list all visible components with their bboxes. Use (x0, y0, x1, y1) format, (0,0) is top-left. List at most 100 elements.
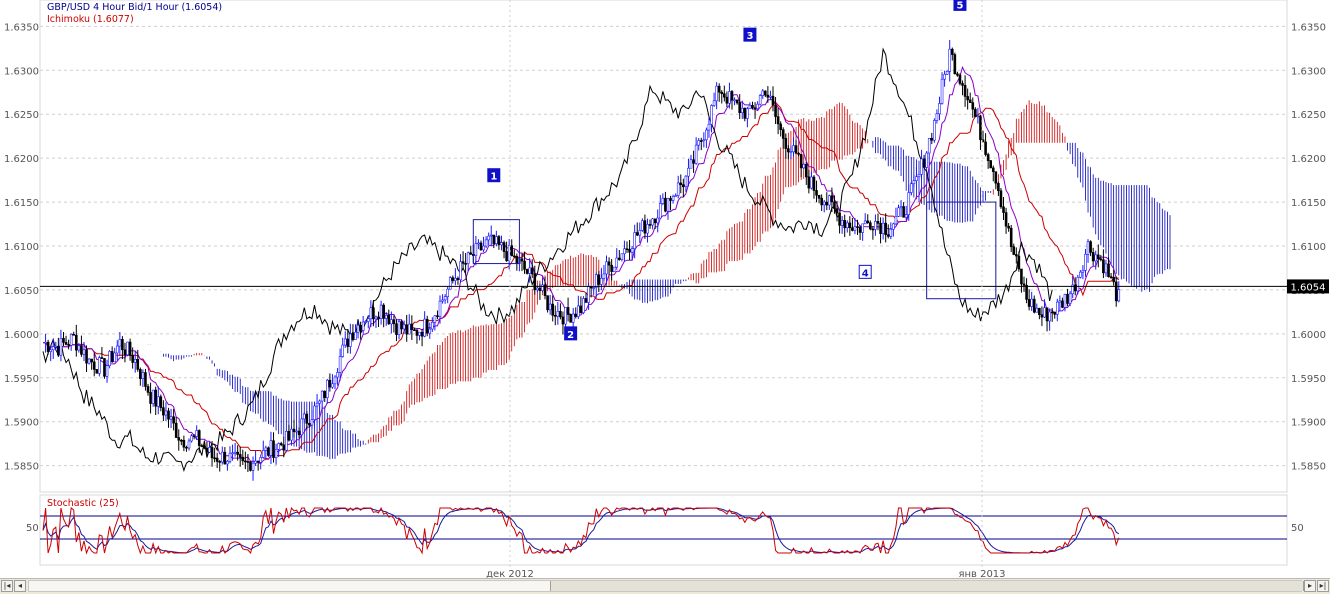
candle-body (384, 314, 388, 319)
candle-body (474, 243, 478, 256)
candle-body (425, 318, 429, 334)
candle-body (1015, 254, 1018, 257)
candle-body (574, 313, 578, 317)
candle-body (922, 158, 926, 168)
candle-body (530, 267, 534, 275)
candle-body (259, 457, 263, 463)
candle-body (561, 316, 565, 325)
candle-body (933, 120, 936, 141)
price-chart[interactable]: 1 2 3 4 5 1.6350 1.6300 1.6250 1.6200 1.6150 1.61… (0, 0, 1330, 578)
pattern-box (472, 219, 520, 265)
candle-body (51, 346, 55, 351)
candle-body (546, 295, 549, 311)
candle-body (797, 152, 800, 155)
scroll-thumb[interactable] (550, 581, 1304, 591)
candle-body (333, 376, 337, 385)
candle-body (694, 144, 698, 164)
left-tick-label: 1.5950 (4, 374, 39, 385)
candle-body (948, 48, 952, 72)
candle-body (251, 462, 255, 471)
candle-body (372, 307, 375, 320)
wave-label-box (953, 0, 967, 11)
right-tick-label: 1.6150 (1291, 198, 1326, 209)
candle-body (100, 357, 104, 359)
candle-body (392, 319, 396, 325)
price-grid (40, 25, 1287, 467)
candlesticks (44, 39, 1121, 481)
candle-body (1025, 284, 1028, 300)
candle-body (612, 266, 616, 272)
candle-body (249, 461, 252, 471)
candle-body (292, 428, 296, 433)
candle-body (489, 234, 493, 237)
candle-body (72, 333, 76, 336)
wave-label: 3 (746, 31, 753, 42)
scroll-track[interactable] (28, 580, 1304, 592)
candle-body (244, 460, 247, 463)
candle-body (761, 90, 765, 96)
candle-body (904, 214, 908, 218)
candle-body (794, 145, 798, 154)
candle-body (133, 359, 137, 363)
candle-body (781, 129, 785, 139)
scroll-right-button[interactable]: ▸ (1304, 580, 1316, 592)
candle-body (167, 410, 170, 420)
wave-label: 5 (956, 0, 963, 11)
ichimoku-label: Ichimoku (1.6077) (47, 14, 134, 25)
candle-body (751, 104, 754, 109)
candle-body (238, 454, 242, 458)
time-label-dec: дек 2012 (486, 569, 534, 578)
candle-body (740, 107, 744, 113)
candle-body (605, 261, 608, 275)
candle-body (1079, 271, 1082, 278)
left-tick-label: 1.5900 (4, 418, 39, 429)
stochastic-left-level-label: 50 (26, 523, 39, 534)
candle-body (799, 154, 803, 169)
candle-body (1017, 255, 1021, 270)
scroll-start-button[interactable]: |◂ (1, 580, 13, 592)
right-tick-label: 1.6250 (1291, 110, 1326, 121)
wave-label-box (743, 27, 757, 42)
horizontal-scrollbar[interactable]: |◂ ◂ ▸ ▸| (0, 578, 1330, 594)
candle-body (318, 400, 321, 404)
candle-body (1007, 225, 1010, 229)
left-tick-label: 1.5850 (4, 462, 39, 473)
candle-body (940, 78, 944, 104)
candle-body (538, 287, 542, 291)
candle-body (62, 337, 65, 343)
candle-body (379, 304, 383, 319)
candle-body (264, 447, 268, 451)
candle-body (331, 383, 334, 388)
wave-label-box (564, 326, 578, 341)
candle-body (1089, 241, 1092, 253)
candle-body (1117, 289, 1121, 302)
candle-body (162, 407, 165, 416)
candle-body (369, 307, 373, 320)
candle-body (869, 222, 872, 230)
scroll-left-button[interactable]: ◂ (14, 580, 26, 592)
candle-body (525, 269, 529, 274)
candle-body (820, 197, 823, 206)
candle-body (1022, 283, 1026, 286)
candle-body (710, 105, 713, 125)
candle-body (884, 222, 887, 236)
candle-body (390, 319, 393, 325)
candle-body (653, 218, 657, 224)
candle-body (838, 212, 841, 226)
candle-body (1038, 307, 1041, 315)
scroll-end-button[interactable]: ▸| (1317, 580, 1329, 592)
candle-body (46, 341, 50, 352)
right-tick-label: 1.5950 (1291, 374, 1326, 385)
candle-body (594, 274, 598, 288)
candle-body (177, 437, 181, 441)
candle-body (377, 316, 380, 319)
candle-body (343, 338, 347, 346)
candle-body (354, 331, 357, 340)
candle-body (945, 71, 949, 75)
candle-body (856, 226, 859, 228)
annotations: 1 2 3 4 5 (472, 0, 997, 341)
candle-body (861, 223, 864, 233)
candle-body (459, 261, 462, 280)
candle-body (968, 99, 972, 103)
candle-body (876, 221, 880, 224)
